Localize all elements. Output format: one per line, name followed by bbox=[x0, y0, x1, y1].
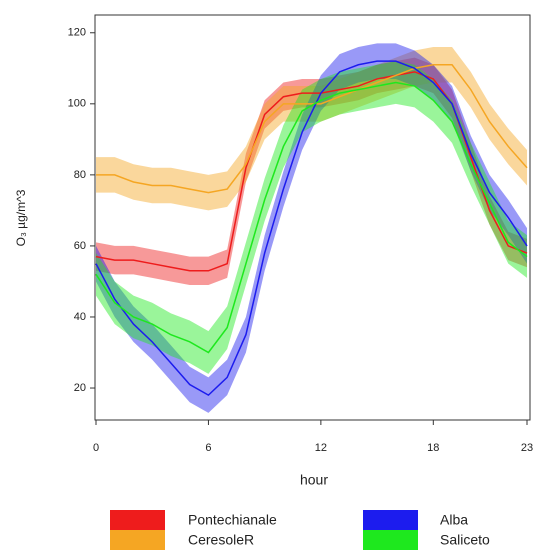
confidence-band bbox=[96, 43, 527, 413]
legend-swatch bbox=[363, 530, 418, 550]
y-tick-label: 20 bbox=[74, 382, 86, 394]
y-axis-label: O₃ µg/m^3 bbox=[14, 189, 28, 246]
legend-label: CeresoleR bbox=[188, 532, 254, 548]
legend-swatch bbox=[363, 510, 418, 530]
y-tick-label: 40 bbox=[74, 311, 86, 323]
legend-label: Saliceto bbox=[440, 532, 490, 548]
x-axis-label: hour bbox=[300, 472, 328, 488]
series-line bbox=[96, 63, 528, 194]
y-tick-label: 60 bbox=[74, 240, 86, 252]
plot-frame bbox=[94, 14, 531, 421]
x-tick-label: 23 bbox=[521, 442, 533, 454]
x-tick-label: 6 bbox=[205, 442, 211, 454]
legend-label: Alba bbox=[440, 512, 468, 528]
x-tick-label: 18 bbox=[427, 442, 439, 454]
series-line bbox=[95, 81, 528, 354]
y-tick-label: 100 bbox=[68, 98, 86, 110]
series-line bbox=[95, 60, 528, 397]
x-tick-label: 12 bbox=[315, 442, 327, 454]
x-tick-label: 0 bbox=[93, 442, 99, 454]
y-tick-label: 80 bbox=[74, 169, 86, 181]
confidence-band bbox=[96, 46, 527, 211]
legend-label: Pontechianale bbox=[188, 512, 277, 528]
confidence-band bbox=[96, 61, 527, 374]
legend-swatch bbox=[110, 510, 165, 530]
legend-swatch bbox=[110, 530, 165, 550]
y-tick-label: 120 bbox=[68, 27, 86, 39]
